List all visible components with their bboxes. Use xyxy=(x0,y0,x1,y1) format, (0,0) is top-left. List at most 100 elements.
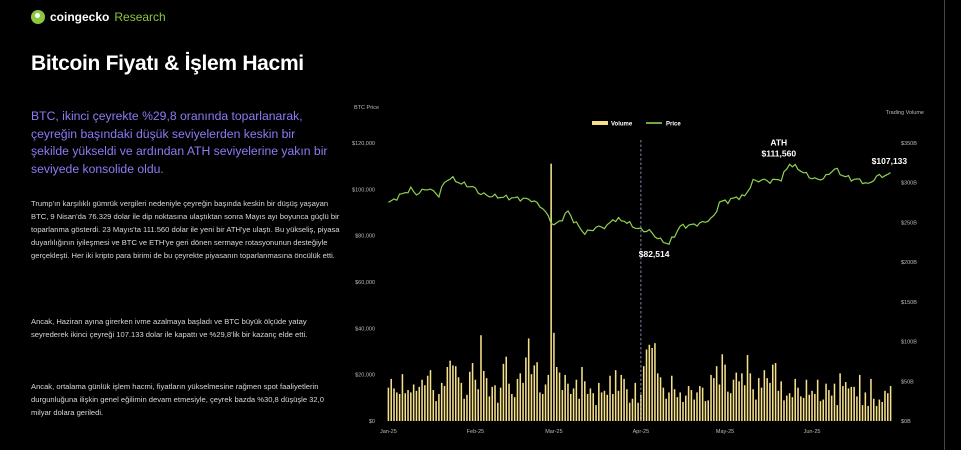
volume-bar xyxy=(539,392,541,421)
volume-bar xyxy=(738,381,740,421)
volume-bar xyxy=(808,394,811,421)
volume-bar xyxy=(682,401,684,421)
volume-bar xyxy=(494,385,496,421)
volume-bar xyxy=(575,379,578,421)
left-tick-label: $100,000 xyxy=(352,187,375,193)
volume-bar xyxy=(628,402,631,421)
left-tick-label: $60,000 xyxy=(355,280,375,286)
annotation-ath-value: $111,560 xyxy=(762,149,797,159)
volume-bar xyxy=(800,396,802,421)
left-tick-label: $40,000 xyxy=(355,326,375,332)
right-tick-label: $350B xyxy=(901,141,917,147)
volume-bar xyxy=(404,393,407,421)
volume-bar xyxy=(642,366,645,421)
volume-bar xyxy=(707,400,710,421)
volume-bar xyxy=(844,382,847,421)
right-tick-label: $100B xyxy=(901,340,917,346)
volume-bar xyxy=(390,378,392,421)
volume-bar xyxy=(693,399,695,421)
volume-bar xyxy=(828,390,830,421)
volume-bar xyxy=(595,405,597,421)
volume-bar xyxy=(656,373,659,421)
lead-paragraph: BTC, ikinci çeyrekte %29,8 oranında topa… xyxy=(31,109,328,176)
volume-bar xyxy=(783,400,785,421)
volume-bar xyxy=(567,383,569,421)
volume-bar xyxy=(872,398,875,421)
volume-bar xyxy=(474,379,477,421)
volume-bar xyxy=(415,390,418,421)
volume-bar xyxy=(424,385,426,421)
right-tick-label: $250B xyxy=(901,220,917,226)
volume-bar xyxy=(443,386,446,421)
volume-bar xyxy=(485,378,488,421)
volume-bar xyxy=(468,371,471,421)
left-axis-title: BTC Price xyxy=(354,105,379,111)
left-tick-label: $120,000 xyxy=(352,141,375,147)
volume-bar xyxy=(483,370,485,421)
volume-bar xyxy=(763,370,766,421)
volume-bar xyxy=(396,392,398,421)
volume-bar xyxy=(617,390,620,421)
page-divider xyxy=(944,0,945,450)
coingecko-logo-icon xyxy=(31,10,45,24)
volume-bar xyxy=(525,357,527,421)
volume-bar xyxy=(547,374,550,421)
volume-bar xyxy=(553,332,555,421)
left-tick-label: $0 xyxy=(369,419,375,425)
volume-bar xyxy=(713,378,715,421)
volume-bar xyxy=(662,387,665,421)
volume-bar xyxy=(735,372,738,421)
volume-bar xyxy=(819,401,822,421)
volume-bar xyxy=(853,386,855,421)
volume-bar xyxy=(612,393,614,421)
volume-bar xyxy=(432,390,435,421)
volume-bar xyxy=(634,382,637,421)
volume-bar xyxy=(884,390,886,421)
volume-bar xyxy=(724,364,726,421)
volume-bar xyxy=(715,366,718,421)
volume-bar xyxy=(699,386,701,421)
volume-bar xyxy=(569,393,572,421)
volume-bar xyxy=(466,394,468,421)
volume-bar xyxy=(499,387,502,421)
right-tick-label: $150B xyxy=(901,300,917,306)
volume-bar xyxy=(704,401,707,421)
x-tick-label: Feb-25 xyxy=(467,429,484,435)
price-series-line xyxy=(388,163,891,245)
page-title: Bitcoin Fiyatı & İşlem Hacmi xyxy=(31,52,304,75)
volume-bar xyxy=(412,384,415,421)
volume-bar xyxy=(586,393,589,421)
volume-bar xyxy=(463,398,465,421)
volume-bar xyxy=(802,397,805,421)
volume-bar xyxy=(511,393,513,421)
volume-bar xyxy=(769,382,771,421)
body-paragraph-2: Ancak, Haziran ayına girerken ivme azalm… xyxy=(31,317,308,339)
volume-bar xyxy=(743,385,746,421)
left-tick-label: $20,000 xyxy=(355,373,375,379)
legend: Volume Price xyxy=(592,121,681,128)
volume-bar xyxy=(861,405,864,421)
volume-bar xyxy=(584,381,586,421)
annotation-close-value: $107,133 xyxy=(872,156,908,166)
volume-bar xyxy=(665,398,667,421)
volume-bar xyxy=(850,386,853,421)
volume-bar xyxy=(407,390,409,421)
volume-bar xyxy=(631,398,634,421)
volume-bar xyxy=(454,366,457,421)
volume-bar xyxy=(623,378,625,421)
x-tick-label: Jan-25 xyxy=(380,429,397,435)
volume-bar xyxy=(418,386,421,421)
volume-bar xyxy=(578,398,580,421)
x-tick-label: Jun-25 xyxy=(804,429,821,435)
volume-bar xyxy=(527,338,530,421)
volume-bar xyxy=(387,387,390,421)
volume-bar xyxy=(440,382,443,421)
volume-bar xyxy=(555,366,558,421)
volume-bar xyxy=(721,354,724,421)
volume-bar xyxy=(581,366,583,421)
volume-bar xyxy=(780,381,782,421)
x-tick-label: Mar-25 xyxy=(545,429,562,435)
volume-bar xyxy=(398,393,401,421)
volume-bar xyxy=(471,363,474,421)
volume-bar xyxy=(836,405,839,421)
